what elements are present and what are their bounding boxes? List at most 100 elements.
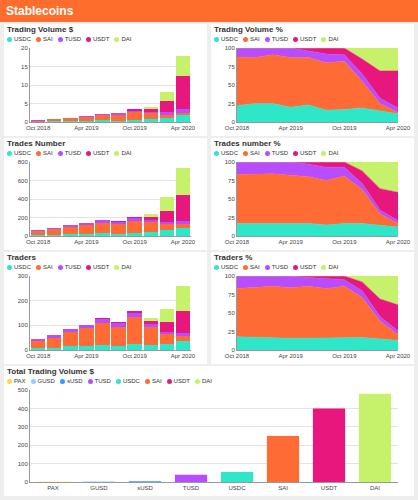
svg-text:25: 25	[228, 101, 235, 107]
svg-text:Oct 2019: Oct 2019	[122, 353, 147, 359]
svg-text:Apr 2019: Apr 2019	[74, 125, 99, 131]
html-text:USDC: USDC	[14, 36, 31, 42]
html-text:USDT: USDT	[93, 36, 110, 42]
svg-text:Apr 2020: Apr 2020	[171, 125, 196, 131]
html-text:USDT: USDT	[93, 150, 110, 156]
html-text:TUSD: TUSD	[64, 150, 81, 156]
svg-text:50: 50	[228, 82, 235, 88]
svg-text:0: 0	[231, 347, 235, 353]
svg-text:Oct 2019: Oct 2019	[332, 353, 357, 359]
svg-text:Apr 2020: Apr 2020	[386, 125, 411, 131]
html-text:Total Trading Volume $: Total Trading Volume $	[7, 367, 94, 376]
svg-text:Apr 2020: Apr 2020	[171, 239, 196, 245]
html-text:Traders: Traders	[7, 253, 36, 262]
html-text:TUSD: TUSD	[64, 36, 81, 42]
svg-text:25: 25	[228, 329, 235, 335]
svg-text:Apr 2020: Apr 2020	[171, 353, 196, 359]
html-text:SAI: SAI	[250, 36, 260, 42]
html-text:SAI: SAI	[250, 150, 260, 156]
svg-text:Apr 2019: Apr 2019	[74, 353, 99, 359]
svg-text:400: 400	[18, 196, 29, 202]
html-text:Trades number %: Trades number %	[214, 139, 281, 148]
html-text:SAI: SAI	[43, 264, 53, 270]
svg-text:200: 200	[18, 215, 29, 221]
svg-text:Apr 2019: Apr 2019	[278, 125, 303, 131]
svg-text:25: 25	[228, 215, 235, 221]
svg-text:0: 0	[24, 347, 28, 353]
html-text:USDT: USDT	[93, 264, 110, 270]
svg-text:800: 800	[18, 159, 29, 165]
svg-text:0: 0	[231, 119, 235, 125]
html-text:Stablecoins: Stablecoins	[6, 4, 74, 18]
svg-text:75: 75	[228, 64, 235, 70]
html-text:Trading Volume $: Trading Volume $	[7, 25, 74, 34]
svg-text:Oct 2018: Oct 2018	[225, 353, 250, 359]
html-text:DAI: DAI	[328, 36, 339, 42]
svg-text:100: 100	[18, 461, 29, 467]
svg-text:DAI: DAI	[370, 485, 380, 491]
html-text:USDC: USDC	[14, 264, 31, 270]
svg-text:50: 50	[228, 310, 235, 316]
svg-text:Apr 2019: Apr 2019	[278, 239, 303, 245]
svg-text:Oct 2018: Oct 2018	[225, 125, 250, 131]
html-text:DAI: DAI	[121, 150, 132, 156]
html-text:TUSD: TUSD	[271, 150, 288, 156]
svg-text:75: 75	[228, 292, 235, 298]
svg-text:Oct 2019: Oct 2019	[332, 239, 357, 245]
svg-text:0: 0	[231, 233, 235, 239]
svg-text:100: 100	[225, 159, 236, 165]
svg-text:Oct 2018: Oct 2018	[26, 353, 51, 359]
html-text:TUSD: TUSD	[64, 264, 81, 270]
svg-text:Oct 2019: Oct 2019	[122, 239, 147, 245]
svg-text:GUSD: GUSD	[90, 485, 108, 491]
svg-text:Oct 2018: Oct 2018	[225, 239, 250, 245]
svg-text:300: 300	[18, 273, 29, 279]
svg-text:75: 75	[228, 178, 235, 184]
svg-text:Apr 2020: Apr 2020	[386, 353, 411, 359]
html-text:Trades Number: Trades Number	[7, 139, 66, 148]
html-text:Traders %: Traders %	[214, 253, 253, 262]
svg-text:5: 5	[24, 101, 28, 107]
svg-text:USDC: USDC	[228, 485, 246, 491]
svg-text:SAI: SAI	[278, 485, 288, 491]
svg-text:Apr 2019: Apr 2019	[278, 353, 303, 359]
html-text:USDC: USDC	[14, 150, 31, 156]
svg-text:Oct 2018: Oct 2018	[26, 125, 51, 131]
html-text:SAI: SAI	[43, 36, 53, 42]
html-text:USDT: USDT	[300, 150, 317, 156]
svg-text:100: 100	[225, 273, 236, 279]
svg-text:Oct 2019: Oct 2019	[332, 125, 357, 131]
html-text:USDC: USDC	[221, 36, 238, 42]
svg-text:50: 50	[228, 196, 235, 202]
svg-text:TUSD: TUSD	[183, 485, 200, 491]
svg-text:200: 200	[18, 298, 29, 304]
svg-text:Apr 2020: Apr 2020	[386, 239, 411, 245]
svg-text:0: 0	[24, 233, 28, 239]
html-text:USDT: USDT	[300, 36, 317, 42]
svg-text:600: 600	[18, 178, 29, 184]
html-text:DAI: DAI	[121, 36, 132, 42]
svg-text:0: 0	[24, 119, 28, 125]
svg-text:sUSD: sUSD	[137, 485, 153, 491]
html-text:DAI: DAI	[328, 150, 339, 156]
svg-text:USDT: USDT	[321, 485, 338, 491]
html-text:Trading Volume %: Trading Volume %	[214, 25, 283, 34]
svg-text:Oct 2019: Oct 2019	[122, 125, 147, 131]
html-text:USDC: USDC	[221, 150, 238, 156]
svg-text:300: 300	[18, 424, 29, 430]
svg-text:100: 100	[18, 322, 29, 328]
svg-text:400: 400	[18, 406, 29, 412]
svg-text:Apr 2019: Apr 2019	[74, 239, 99, 245]
svg-text:200: 200	[18, 442, 29, 448]
svg-text:0: 0	[24, 479, 28, 485]
svg-text:Oct 2018: Oct 2018	[26, 239, 51, 245]
svg-text:10: 10	[21, 82, 28, 88]
svg-text:20: 20	[21, 45, 28, 51]
html-text:SAI: SAI	[43, 150, 53, 156]
svg-text:PAX: PAX	[47, 485, 59, 491]
svg-text:15: 15	[21, 64, 28, 70]
svg-text:100: 100	[225, 45, 236, 51]
html-text:DAI: DAI	[121, 264, 132, 270]
svg-text:500: 500	[18, 387, 29, 393]
html-text:TUSD: TUSD	[271, 36, 288, 42]
